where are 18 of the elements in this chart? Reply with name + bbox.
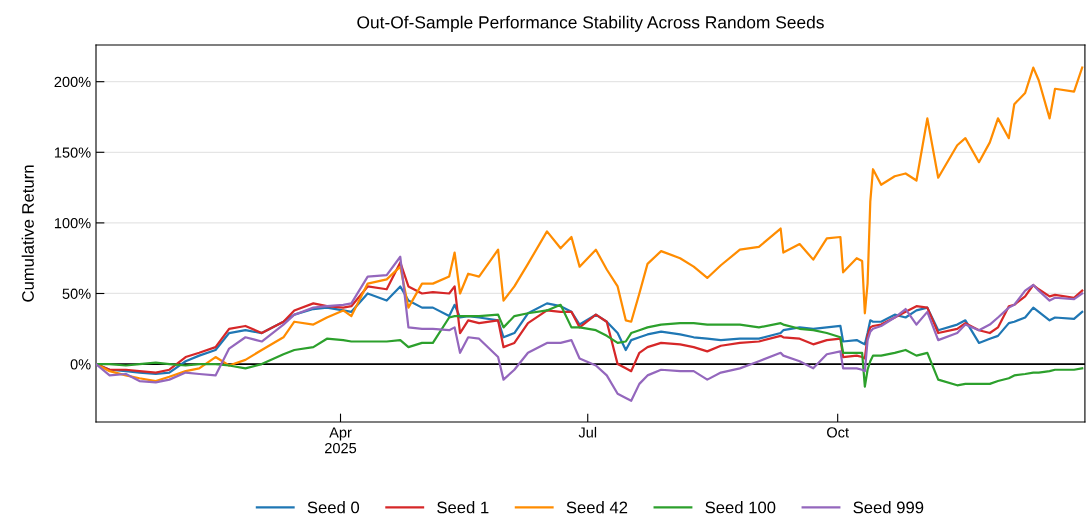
line-series <box>96 66 1084 383</box>
y-tick-label: 150% <box>54 147 91 158</box>
y-tick-label: 200% <box>54 76 91 88</box>
chart-title: Out-Of-Sample Performance Stability Across Random Seeds <box>357 15 824 32</box>
legend-label: Seed 1 <box>437 501 489 514</box>
y-tick-label: 100% <box>54 217 91 229</box>
x-tick-label: Jul <box>578 426 597 438</box>
x-tick-label: Oct <box>827 427 849 438</box>
legend-label: Seed 0 <box>307 501 360 514</box>
y-axis-title: Cumulative Return <box>21 165 34 302</box>
y-tick-label: 50% <box>62 288 91 299</box>
line-series <box>96 303 1084 388</box>
y-tick-label: 0% <box>70 359 91 370</box>
x-tick-label: Apr 2025 <box>325 427 357 454</box>
legend-label: Seed 42 <box>566 501 628 514</box>
line-series <box>96 255 1084 402</box>
legend-label: Seed 999 <box>853 501 924 514</box>
legend-label: Seed 100 <box>705 501 776 514</box>
